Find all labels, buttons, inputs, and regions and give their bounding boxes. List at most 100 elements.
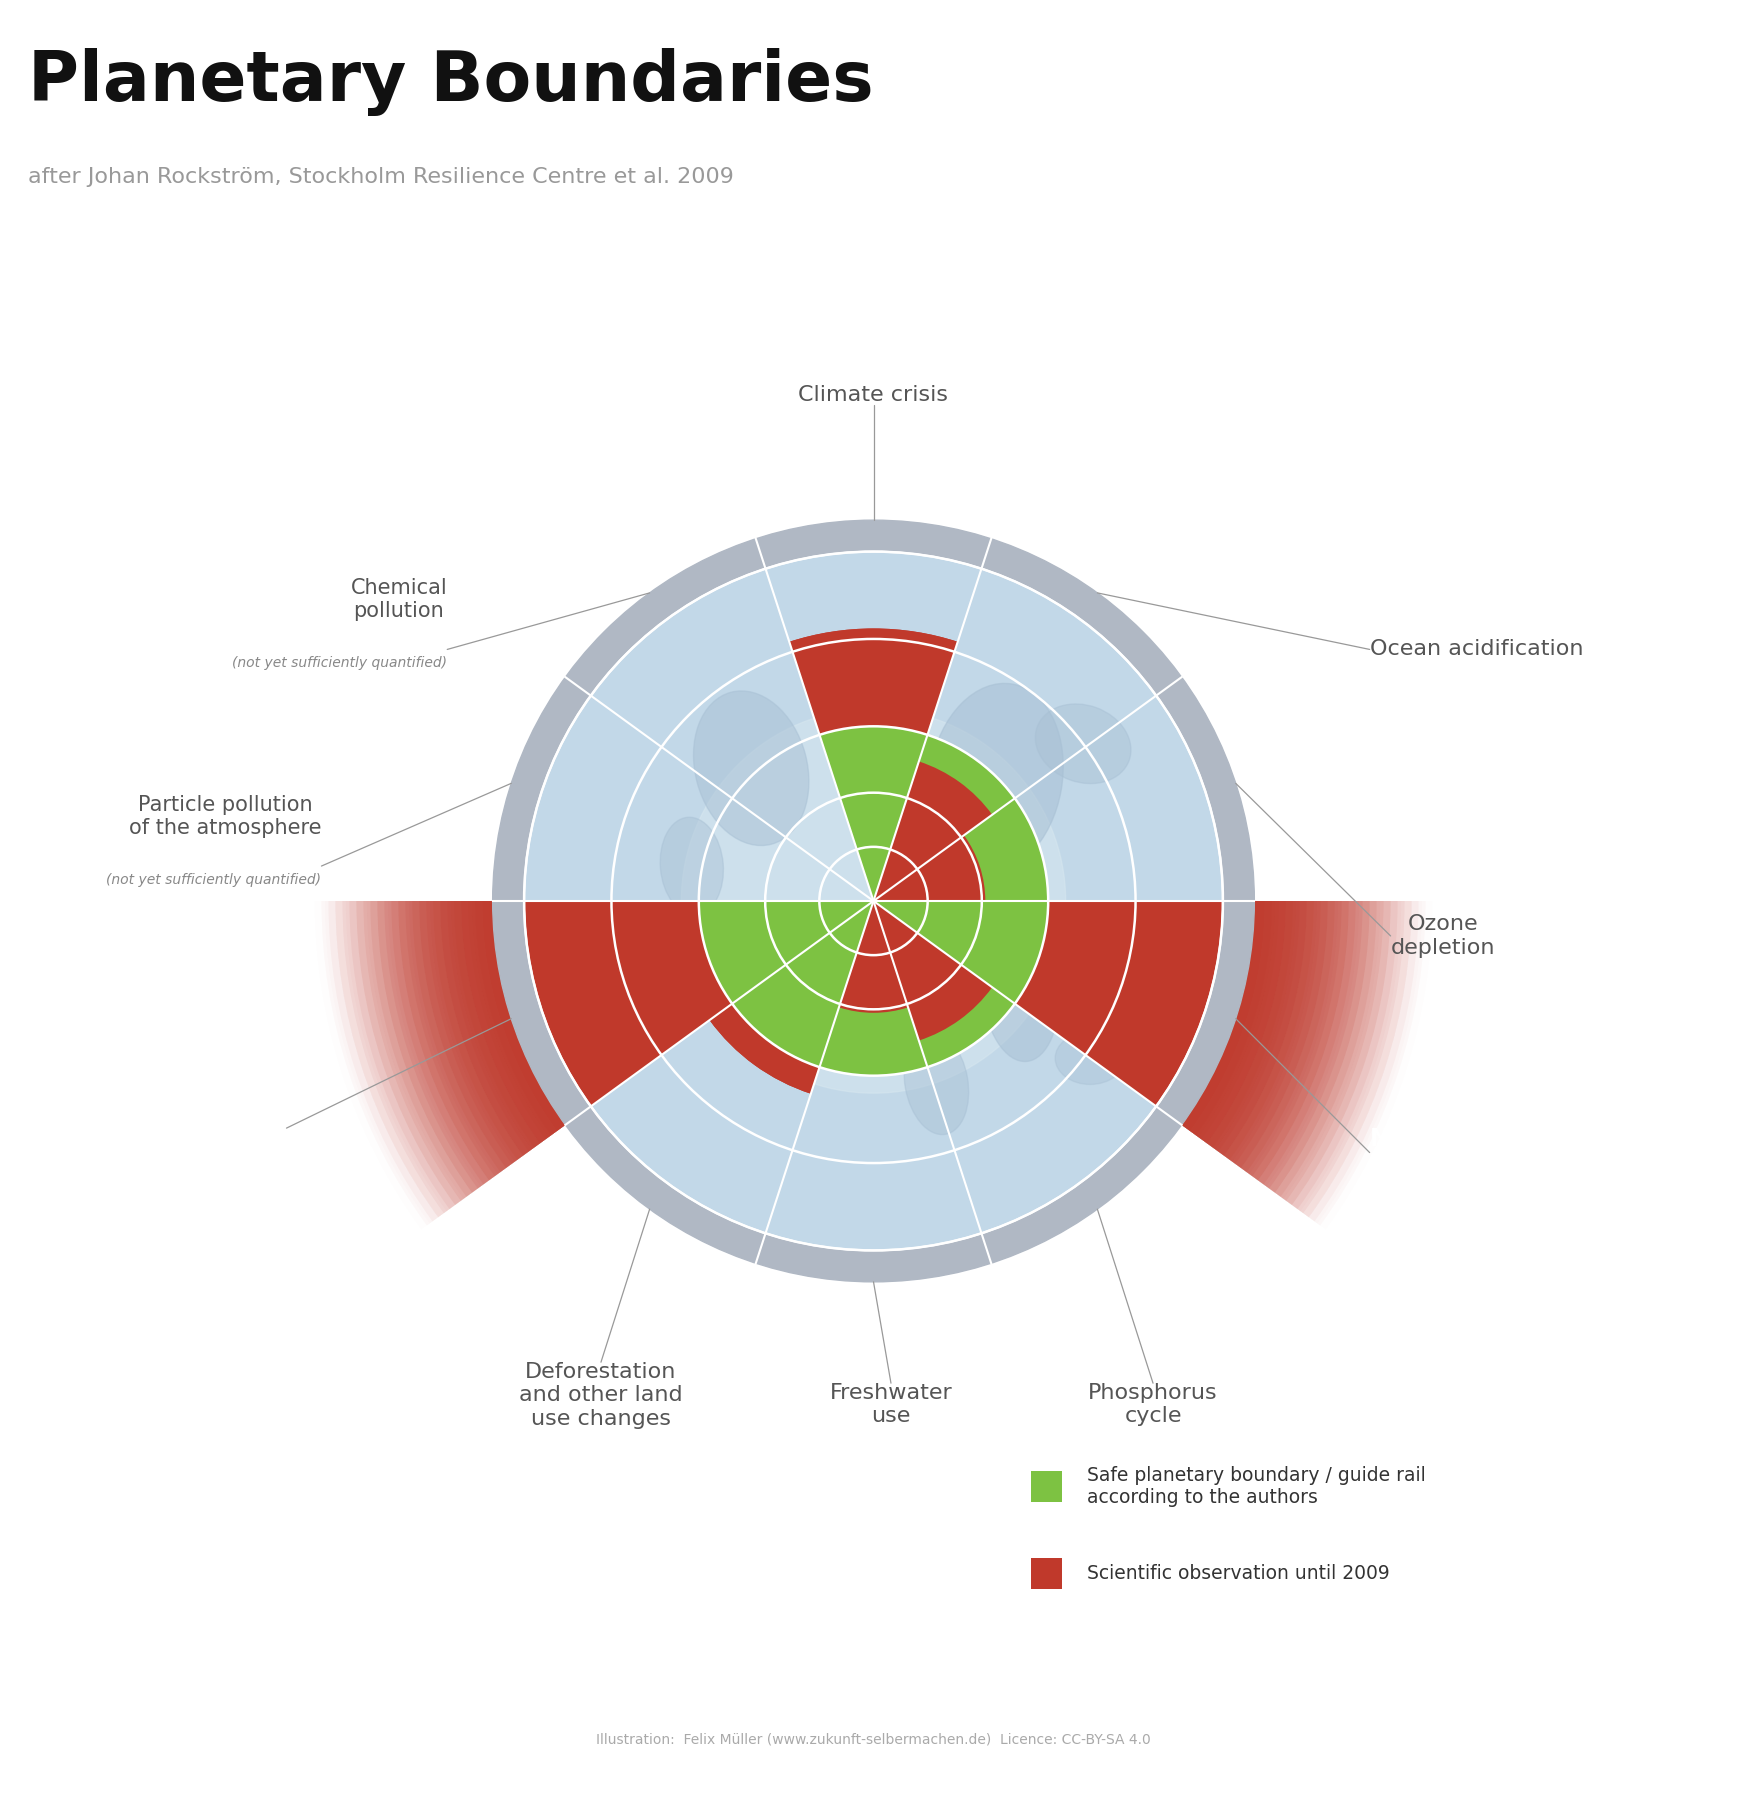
- Wedge shape: [451, 901, 540, 1150]
- Wedge shape: [874, 901, 1412, 1218]
- Wedge shape: [1291, 901, 1401, 1211]
- Wedge shape: [874, 901, 992, 1040]
- Ellipse shape: [928, 683, 1064, 874]
- Text: Safe planetary boundary / guide rail
according to the authors: Safe planetary boundary / guide rail acc…: [1087, 1465, 1426, 1506]
- Wedge shape: [732, 901, 874, 1067]
- Wedge shape: [419, 901, 874, 1168]
- Ellipse shape: [982, 915, 1059, 1061]
- Wedge shape: [524, 901, 732, 1106]
- Wedge shape: [1240, 901, 1338, 1175]
- Wedge shape: [454, 901, 874, 1148]
- Text: Climate crisis: Climate crisis: [798, 386, 949, 405]
- Text: Illustration:  Felix Müller (www.zukunft-selbermachen.de)  Licence: CC-BY-SA 4.0: Illustration: Felix Müller (www.zukunft-…: [596, 1732, 1151, 1746]
- Text: Planetary Boundaries: Planetary Boundaries: [28, 49, 874, 117]
- Wedge shape: [874, 762, 992, 901]
- Wedge shape: [346, 901, 456, 1211]
- Wedge shape: [510, 901, 874, 1115]
- Wedge shape: [447, 901, 874, 1151]
- Wedge shape: [1225, 901, 1317, 1162]
- Wedge shape: [461, 901, 874, 1142]
- Ellipse shape: [694, 690, 809, 845]
- Wedge shape: [514, 901, 590, 1112]
- Wedge shape: [874, 901, 1391, 1206]
- Text: (not yet sufficiently quantified): (not yet sufficiently quantified): [232, 656, 447, 670]
- Ellipse shape: [905, 1031, 968, 1135]
- Bar: [1031, 1470, 1062, 1503]
- Wedge shape: [1258, 901, 1359, 1186]
- Wedge shape: [419, 901, 515, 1168]
- Wedge shape: [472, 901, 557, 1137]
- Wedge shape: [412, 901, 874, 1171]
- Wedge shape: [874, 901, 1286, 1142]
- Wedge shape: [874, 901, 992, 1040]
- Wedge shape: [874, 901, 1223, 1106]
- Wedge shape: [819, 726, 928, 901]
- Wedge shape: [874, 901, 1328, 1168]
- Wedge shape: [1174, 901, 1254, 1124]
- Text: (not yet sufficiently quantified): (not yet sufficiently quantified): [107, 872, 321, 887]
- Wedge shape: [874, 901, 1356, 1184]
- Wedge shape: [874, 901, 1349, 1180]
- Wedge shape: [503, 901, 582, 1119]
- Wedge shape: [1249, 901, 1349, 1180]
- Wedge shape: [426, 901, 874, 1164]
- Wedge shape: [874, 901, 1048, 1004]
- Wedge shape: [1165, 901, 1244, 1119]
- Wedge shape: [377, 901, 874, 1193]
- Wedge shape: [790, 629, 957, 901]
- Wedge shape: [874, 901, 1230, 1110]
- Wedge shape: [874, 901, 1314, 1160]
- Text: Phosphorus
cycle: Phosphorus cycle: [1088, 1384, 1218, 1427]
- Wedge shape: [356, 901, 463, 1206]
- Wedge shape: [839, 901, 908, 1013]
- Wedge shape: [874, 901, 1370, 1193]
- Wedge shape: [874, 836, 985, 901]
- Wedge shape: [874, 901, 1279, 1139]
- Wedge shape: [335, 901, 874, 1218]
- Wedge shape: [489, 901, 874, 1126]
- Bar: [1031, 1559, 1062, 1589]
- Wedge shape: [377, 901, 480, 1193]
- Wedge shape: [349, 901, 874, 1209]
- Wedge shape: [398, 901, 874, 1180]
- Wedge shape: [819, 901, 928, 1076]
- Wedge shape: [461, 901, 549, 1142]
- Wedge shape: [1275, 901, 1380, 1198]
- Wedge shape: [475, 901, 874, 1135]
- Wedge shape: [874, 901, 1244, 1119]
- Text: Deforestation
and other land
use changes: Deforestation and other land use changes: [519, 1362, 683, 1429]
- Wedge shape: [1157, 901, 1233, 1112]
- Wedge shape: [356, 901, 874, 1206]
- Wedge shape: [874, 901, 1384, 1200]
- Wedge shape: [405, 901, 874, 1177]
- Wedge shape: [874, 901, 1265, 1132]
- Wedge shape: [874, 735, 1015, 901]
- Wedge shape: [874, 901, 1307, 1155]
- Wedge shape: [1284, 901, 1391, 1206]
- Wedge shape: [503, 901, 874, 1119]
- Wedge shape: [517, 901, 874, 1110]
- Ellipse shape: [1055, 1033, 1125, 1085]
- Wedge shape: [874, 901, 1398, 1209]
- Text: Nitrogen
cycle: Nitrogen cycle: [1370, 1126, 1487, 1179]
- Wedge shape: [1198, 901, 1286, 1142]
- Wedge shape: [1267, 901, 1370, 1193]
- Text: Scientific observation until 2009: Scientific observation until 2009: [1087, 1564, 1389, 1584]
- Wedge shape: [874, 901, 1237, 1115]
- Wedge shape: [874, 901, 1293, 1148]
- Ellipse shape: [1036, 705, 1130, 784]
- Wedge shape: [370, 901, 874, 1197]
- Wedge shape: [384, 901, 874, 1189]
- Text: Chemical
pollution: Chemical pollution: [351, 578, 447, 622]
- Wedge shape: [493, 901, 573, 1124]
- Wedge shape: [1181, 901, 1265, 1132]
- Wedge shape: [1232, 901, 1328, 1168]
- Circle shape: [681, 708, 1066, 1094]
- Wedge shape: [363, 901, 874, 1200]
- Wedge shape: [874, 901, 1363, 1189]
- Wedge shape: [874, 901, 1377, 1197]
- Wedge shape: [440, 901, 874, 1155]
- Wedge shape: [874, 762, 992, 901]
- Wedge shape: [874, 798, 1048, 901]
- Text: after Johan Rockström, Stockholm Resilience Centre et al. 2009: after Johan Rockström, Stockholm Resilie…: [28, 168, 734, 187]
